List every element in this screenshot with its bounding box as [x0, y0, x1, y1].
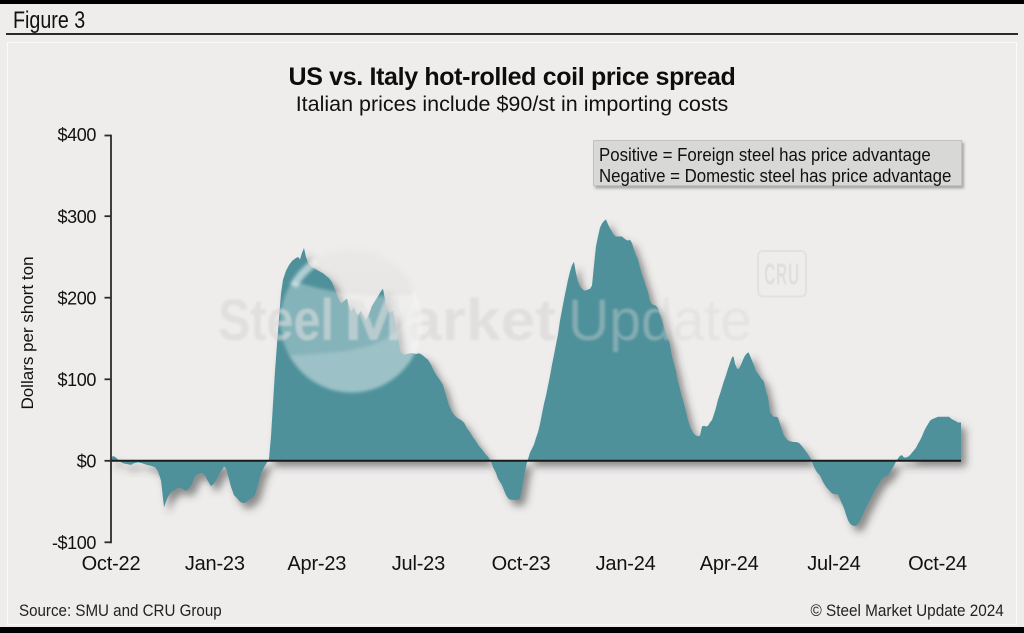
svg-text:$0: $0	[77, 451, 97, 471]
svg-text:$400: $400	[58, 125, 97, 145]
svg-text:$100: $100	[58, 370, 97, 390]
svg-text:Update: Update	[568, 288, 752, 353]
svg-text:Jan-24: Jan-24	[596, 553, 656, 575]
svg-text:$300: $300	[58, 207, 97, 227]
svg-text:Oct-23: Oct-23	[492, 553, 551, 575]
svg-text:Apr-23: Apr-23	[287, 553, 346, 575]
svg-text:Oct-24: Oct-24	[908, 553, 967, 575]
svg-text:CRU: CRU	[764, 258, 800, 292]
svg-text:Steel: Steel	[218, 288, 334, 353]
svg-text:Jul-23: Jul-23	[392, 553, 445, 575]
svg-text:arket: arket	[407, 288, 556, 353]
svg-text:Apr-24: Apr-24	[700, 553, 759, 575]
svg-text:$200: $200	[58, 288, 97, 308]
svg-text:Jan-23: Jan-23	[185, 553, 245, 575]
svg-text:Jul-24: Jul-24	[807, 553, 860, 575]
svg-text:M: M	[344, 288, 403, 353]
svg-text:-$100: -$100	[52, 533, 96, 553]
svg-text:Oct-22: Oct-22	[82, 553, 141, 575]
